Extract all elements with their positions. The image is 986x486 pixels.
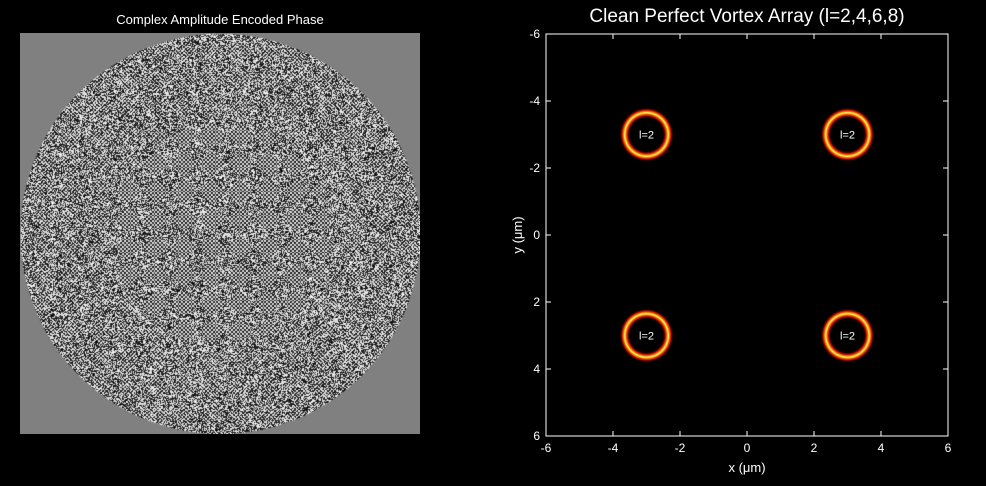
y-tick-label: 4 xyxy=(533,362,540,376)
y-tick-label: -2 xyxy=(529,161,540,175)
y-axis-label: y (μm) xyxy=(510,216,525,253)
y-tick-label: 6 xyxy=(533,429,540,443)
vortex-ring-label: l=2 xyxy=(639,130,654,142)
encoded-phase-image xyxy=(20,33,420,434)
vortex-ring-label: l=2 xyxy=(639,331,654,343)
x-tick-label: 6 xyxy=(945,441,952,455)
vortex-plot-title: Clean Perfect Vortex Array (l=2,4,6,8) xyxy=(589,6,905,27)
y-tick-label: -4 xyxy=(529,94,540,108)
y-tick-label: 0 xyxy=(533,228,540,242)
vortex-ring xyxy=(820,308,875,363)
x-axis-label: x (μm) xyxy=(728,460,765,475)
vortex-ring-label: l=2 xyxy=(840,331,855,343)
vortex-ring-label: l=2 xyxy=(840,130,855,142)
plot-area xyxy=(545,33,949,437)
vortex-ring xyxy=(820,107,875,162)
x-tick-label: 4 xyxy=(878,441,885,455)
x-tick-label: -2 xyxy=(675,441,686,455)
vortex-ring xyxy=(619,107,674,162)
phase-plot-title: Complex Amplitude Encoded Phase xyxy=(116,12,324,27)
vortex-ring xyxy=(619,308,674,363)
x-tick-label: 0 xyxy=(744,441,751,455)
y-tick-label: -6 xyxy=(529,27,540,41)
x-tick-label: -4 xyxy=(608,441,619,455)
y-tick-label: 2 xyxy=(533,295,540,309)
x-tick-label: 2 xyxy=(811,441,818,455)
x-tick-label: -6 xyxy=(541,441,552,455)
